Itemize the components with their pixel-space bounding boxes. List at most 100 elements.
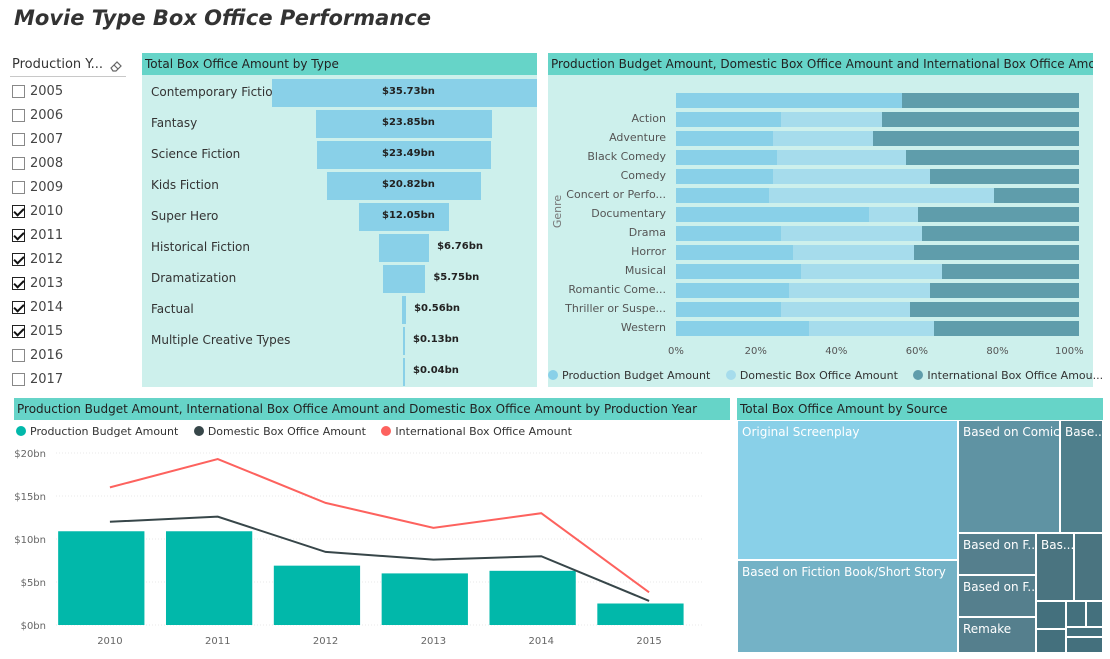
funnel-bar[interactable] bbox=[401, 296, 407, 324]
slicer-item-2009[interactable]: 2009 bbox=[12, 176, 63, 198]
genre-bar-segment[interactable] bbox=[869, 207, 918, 222]
treemap-tile[interactable]: Based on F... bbox=[958, 575, 1036, 617]
checkbox-icon[interactable] bbox=[12, 132, 25, 146]
funnel-bar[interactable] bbox=[271, 79, 537, 107]
slicer-item-2006[interactable]: 2006 bbox=[12, 104, 63, 126]
budget-bar[interactable] bbox=[381, 573, 468, 625]
genre-bar-segment[interactable] bbox=[676, 188, 769, 203]
genre-bar-segment[interactable] bbox=[772, 131, 874, 146]
treemap-tile[interactable] bbox=[1066, 601, 1086, 627]
slicer-item-2010[interactable]: 2010 bbox=[12, 200, 63, 222]
genre-bar-segment[interactable] bbox=[921, 226, 1079, 241]
budget-bar[interactable] bbox=[489, 570, 576, 625]
treemap-tile[interactable]: Base... bbox=[1060, 420, 1103, 533]
genre-bar-segment[interactable] bbox=[676, 245, 793, 260]
funnel-bar[interactable] bbox=[382, 265, 426, 293]
budget-bar[interactable] bbox=[597, 603, 684, 626]
genre-bar-segment[interactable] bbox=[800, 264, 942, 279]
genre-bar-segment[interactable] bbox=[909, 302, 1079, 317]
genre-bar-segment[interactable] bbox=[780, 302, 910, 317]
slicer-item-2014[interactable]: 2014 bbox=[12, 296, 63, 318]
checkbox-checked-icon[interactable] bbox=[12, 324, 25, 338]
treemap-tile[interactable]: Remake bbox=[958, 617, 1036, 653]
genre-bar-segment[interactable] bbox=[917, 207, 1079, 222]
treemap-tile[interactable] bbox=[1066, 637, 1103, 653]
genre-bar-segment[interactable] bbox=[676, 93, 902, 108]
funnel-bar[interactable] bbox=[316, 141, 492, 169]
funnel-bar[interactable] bbox=[403, 327, 405, 355]
treemap-tile[interactable] bbox=[1086, 601, 1103, 627]
genre-bar-segment[interactable] bbox=[676, 264, 801, 279]
genre-bar-segment[interactable] bbox=[676, 112, 781, 127]
checkbox-checked-icon[interactable] bbox=[12, 204, 25, 218]
genre-bar-segment[interactable] bbox=[929, 283, 1079, 298]
funnel-bar[interactable] bbox=[403, 358, 405, 386]
genre-bar-segment[interactable] bbox=[881, 112, 1079, 127]
checkbox-icon[interactable] bbox=[12, 108, 25, 122]
funnel-bar[interactable] bbox=[315, 110, 493, 138]
checkbox-checked-icon[interactable] bbox=[12, 252, 25, 266]
genre-bar-segment[interactable] bbox=[772, 169, 930, 184]
genre-bar-segment[interactable] bbox=[808, 321, 934, 336]
slicer-item-2016[interactable]: 2016 bbox=[12, 344, 63, 366]
treemap-tile[interactable]: Bas... bbox=[1036, 533, 1074, 601]
checkbox-checked-icon[interactable] bbox=[12, 276, 25, 290]
genre-bar-segment[interactable] bbox=[780, 226, 922, 241]
slicer-item-2011[interactable]: 2011 bbox=[12, 224, 63, 246]
international-line[interactable] bbox=[109, 457, 650, 594]
slicer-item-2007[interactable]: 2007 bbox=[12, 128, 63, 150]
eraser-icon[interactable] bbox=[109, 58, 123, 72]
treemap-tile[interactable] bbox=[1036, 601, 1066, 629]
slicer-item-2012[interactable]: 2012 bbox=[12, 248, 63, 270]
genre-bar-segment[interactable] bbox=[776, 150, 906, 165]
checkbox-icon[interactable] bbox=[12, 348, 25, 362]
treemap-tile[interactable] bbox=[1036, 629, 1066, 653]
genre-bar-segment[interactable] bbox=[676, 131, 773, 146]
treemap-tile[interactable]: Based on Comic... bbox=[958, 420, 1060, 533]
funnel-bar[interactable] bbox=[359, 203, 449, 231]
treemap-tile[interactable] bbox=[1066, 627, 1103, 637]
checkbox-checked-icon[interactable] bbox=[12, 300, 25, 314]
slicer-item-2013[interactable]: 2013 bbox=[12, 272, 63, 294]
slicer-item-2015[interactable]: 2015 bbox=[12, 320, 63, 342]
genre-bar-segment[interactable] bbox=[676, 169, 773, 184]
slicer-item-2005[interactable]: 2005 bbox=[12, 80, 63, 102]
genre-bar-segment[interactable] bbox=[676, 321, 809, 336]
checkbox-icon[interactable] bbox=[12, 84, 25, 98]
treemap-tile[interactable] bbox=[1074, 533, 1103, 601]
genre-bar-segment[interactable] bbox=[913, 245, 1079, 260]
checkbox-icon[interactable] bbox=[12, 180, 25, 194]
source-treemap[interactable]: Original Screenplay Based on Fiction Book… bbox=[737, 420, 1103, 653]
slicer-item-2008[interactable]: 2008 bbox=[12, 152, 63, 174]
genre-bar-segment[interactable] bbox=[780, 112, 882, 127]
genre-bar-segment[interactable] bbox=[676, 226, 781, 241]
treemap-tile[interactable]: Based on Fiction Book/Short Story bbox=[737, 560, 958, 653]
genre-bar-segment[interactable] bbox=[941, 264, 1079, 279]
budget-bar[interactable] bbox=[165, 531, 253, 625]
genre-bar-segment[interactable] bbox=[792, 245, 914, 260]
treemap-tile[interactable]: Original Screenplay bbox=[737, 420, 958, 560]
genre-bar-segment[interactable] bbox=[929, 169, 1079, 184]
checkbox-icon[interactable] bbox=[12, 156, 25, 170]
treemap-tile[interactable]: Based on F... bbox=[958, 533, 1036, 575]
budget-bar[interactable] bbox=[273, 565, 361, 625]
genre-bar-segment[interactable] bbox=[788, 283, 930, 298]
genre-bar-segment[interactable] bbox=[768, 188, 995, 203]
genre-bar-segment[interactable] bbox=[676, 283, 789, 298]
genre-bar-segment[interactable] bbox=[933, 321, 1079, 336]
genre-bar-segment[interactable] bbox=[676, 302, 781, 317]
genre-bar-segment[interactable] bbox=[994, 188, 1079, 203]
genre-bar-segment[interactable] bbox=[676, 207, 870, 222]
genre-bar-segment[interactable] bbox=[901, 93, 1079, 108]
funnel-bar[interactable] bbox=[326, 172, 482, 200]
slicer-item-2017[interactable]: 2017 bbox=[12, 368, 63, 390]
genre-bar-segment[interactable] bbox=[873, 131, 1079, 146]
budget-bar[interactable] bbox=[58, 531, 145, 625]
genre-bar-segment[interactable] bbox=[676, 150, 777, 165]
genre-bar-segment[interactable] bbox=[905, 150, 1079, 165]
checkbox-checked-icon[interactable] bbox=[12, 228, 25, 242]
funnel-bar[interactable] bbox=[378, 234, 430, 262]
checkbox-icon[interactable] bbox=[12, 372, 25, 386]
year-combo-chart[interactable]: $20bn $15bn $10bn $5bn $0bn 2010 2011 2012 2013 2… bbox=[0, 440, 730, 659]
domestic-line[interactable] bbox=[109, 515, 650, 602]
